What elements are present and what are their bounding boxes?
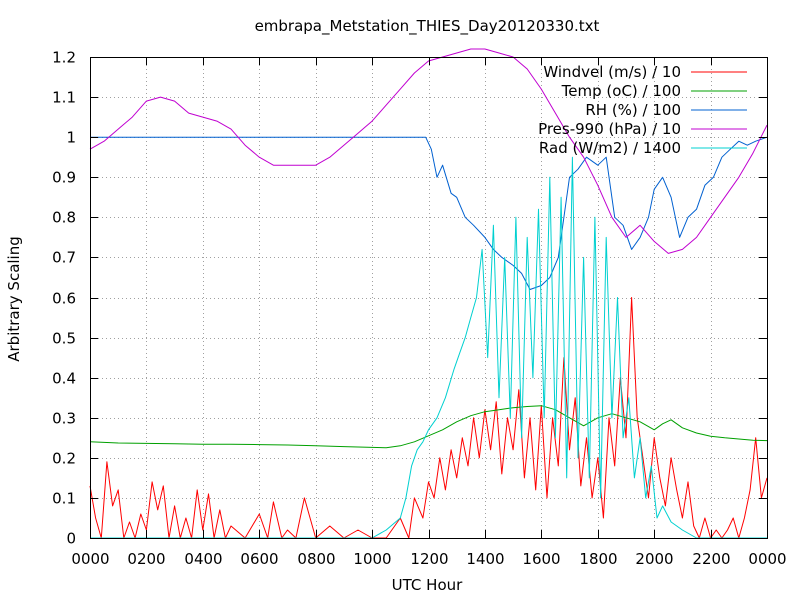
x-tick-label: 0600	[240, 550, 278, 568]
plot-area	[89, 48, 768, 539]
x-axis-tick-labels: 0000 0200 0400 0600 0800 1000 1200 1400 1600 1800…	[71, 550, 786, 568]
x-tick-label: 2200	[692, 550, 730, 568]
x-tick-label: 1000	[353, 550, 391, 568]
y-tick-label: 0.1	[52, 490, 76, 508]
series-line-2	[89, 405, 768, 449]
series-line-4	[89, 48, 768, 254]
y-tick-label: 0.6	[52, 290, 76, 308]
x-tick-label: 1400	[466, 550, 504, 568]
y-axis-label: Arbitrary Scaling	[5, 236, 23, 362]
y-tick-label: 0.7	[52, 249, 76, 267]
x-tick-label: 2000	[635, 550, 673, 568]
x-tick-label: 1800	[579, 550, 617, 568]
series-line-5	[90, 156, 767, 539]
x-tick-label: 1200	[410, 550, 448, 568]
chart-title: embrapa_Metstation_THIES_Day20120330.txt	[255, 17, 600, 36]
x-tick-label: 0000	[71, 550, 109, 568]
y-tick-label: 1.1	[52, 89, 76, 107]
y-tick-label: 0.8	[52, 209, 76, 227]
legend-label: Pres-990 (hPa) / 10	[538, 120, 681, 138]
series-line-3	[90, 136, 768, 290]
y-tick-label: 0.5	[52, 330, 76, 348]
x-axis-label: UTC Hour	[392, 576, 463, 594]
y-tick-label: 0.2	[52, 450, 76, 468]
x-tick-label: 0200	[127, 550, 165, 568]
y-tick-label: 0.4	[52, 370, 76, 388]
series-line-1	[89, 297, 768, 539]
y-axis-tick-labels: 0 0.1 0.2 0.3 0.4 0.5 0.6 0.7 0.8 0.9 1 1.1 1.2	[52, 49, 76, 548]
legend-label: Temp (oC) / 100	[561, 82, 681, 100]
x-tick-label: 0800	[297, 550, 335, 568]
y-tick-label: 0.3	[52, 410, 76, 428]
legend-label: RH (%) / 100	[585, 101, 681, 119]
x-tick-label: 0000	[748, 550, 786, 568]
y-tick-label: 1	[66, 129, 76, 147]
y-tick-label: 0.9	[52, 169, 76, 187]
legend-label: Windvel (m/s) / 10	[543, 63, 681, 81]
x-tick-label: 1600	[522, 550, 560, 568]
y-tick-label: 1.2	[52, 49, 76, 67]
axis-ticks	[90, 57, 768, 539]
y-tick-label: 0	[66, 530, 76, 548]
legend-label: Rad (W/m2) / 1400	[539, 139, 681, 157]
x-tick-label: 0400	[184, 550, 222, 568]
grid	[90, 57, 767, 538]
